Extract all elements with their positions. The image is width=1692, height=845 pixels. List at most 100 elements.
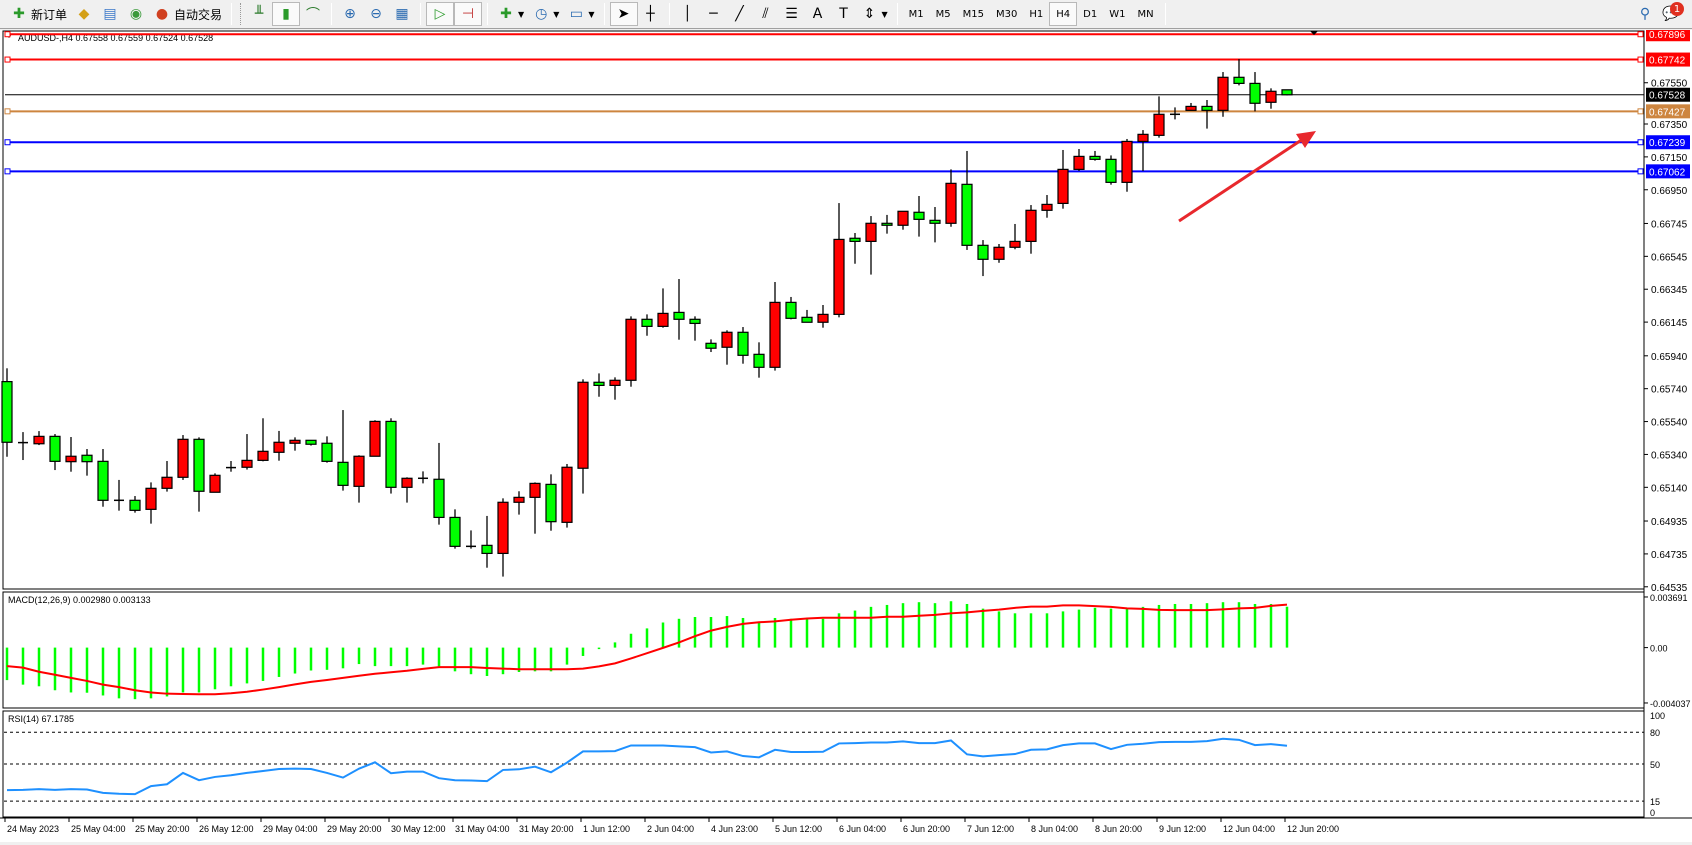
- vertical-line-icon: │: [683, 6, 692, 22]
- candle: [929, 207, 941, 243]
- time-axis-label: 31 May 20:00: [519, 824, 574, 834]
- notifications-button[interactable]: 💬 1: [1658, 2, 1684, 26]
- text-button[interactable]: A: [805, 2, 831, 26]
- zoom-out-button[interactable]: ⊖: [363, 2, 389, 26]
- candle-body: [177, 438, 189, 478]
- price-level-label: 0.67427: [1649, 107, 1686, 118]
- fibonacci-button[interactable]: ☰: [779, 2, 805, 26]
- text-label-icon: T: [839, 6, 848, 22]
- candle-body: [321, 442, 333, 462]
- indicators-button[interactable]: ✚ ▼: [493, 2, 528, 26]
- arrows-button[interactable]: ⇕ ▼: [857, 2, 892, 26]
- line-anchor-handle[interactable]: [1637, 56, 1644, 63]
- line-anchor-handle[interactable]: [1637, 139, 1644, 146]
- candle-body: [129, 499, 141, 511]
- candle-body: [449, 516, 461, 547]
- search-button[interactable]: ⚲: [1632, 2, 1658, 26]
- bar-chart-button[interactable]: ╨: [246, 2, 272, 26]
- horizontal-line-button[interactable]: ─: [701, 2, 727, 26]
- templates-button[interactable]: ▭ ▼: [563, 2, 598, 26]
- auto-scroll-button[interactable]: ▷: [426, 2, 455, 26]
- line-anchor-handle[interactable]: [4, 31, 11, 38]
- trendline-button[interactable]: ╱: [727, 2, 753, 26]
- timeframe-d1[interactable]: D1: [1083, 8, 1098, 20]
- text-label-button[interactable]: T: [831, 2, 857, 26]
- candle-body: [625, 318, 637, 381]
- candle-body: [49, 435, 61, 462]
- candle-body: [577, 381, 589, 469]
- template-icon: ▭: [569, 6, 583, 22]
- timeframe-m1[interactable]: M1: [908, 8, 924, 20]
- line-anchor-handle[interactable]: [1637, 31, 1644, 38]
- signals-button[interactable]: ◉: [123, 2, 149, 26]
- chart-shift-button[interactable]: ⊣: [454, 2, 483, 26]
- timeframe-m30[interactable]: M30: [996, 8, 1018, 20]
- divider: [896, 3, 898, 25]
- candle: [1105, 155, 1117, 185]
- time-axis-label: 12 Jun 04:00: [1223, 824, 1275, 834]
- candle: [993, 244, 1005, 263]
- candle-body: [1121, 140, 1133, 183]
- divider: [420, 3, 422, 25]
- macd-label: MACD(12,26,9) 0.002980 0.003133: [8, 595, 151, 605]
- candle: [1, 368, 13, 457]
- timeframe-w1[interactable]: W1: [1109, 8, 1126, 20]
- candle: [1057, 149, 1069, 209]
- chart-shift-marker-icon[interactable]: [1310, 31, 1318, 35]
- price-tick-label: 0.66950: [1651, 186, 1688, 197]
- candle: [337, 410, 349, 491]
- trend-arrow[interactable]: [1178, 135, 1307, 223]
- terminal-button[interactable]: ▤: [97, 2, 123, 26]
- timeframe-h1[interactable]: H1: [1029, 8, 1044, 20]
- periods-button[interactable]: ◷ ▼: [528, 2, 563, 26]
- line-anchor-handle[interactable]: [4, 56, 11, 63]
- candle-body: [929, 219, 941, 224]
- crosshair-button[interactable]: ┼: [638, 2, 664, 26]
- candle-body: [193, 438, 205, 492]
- chart-window[interactable]: AUDUSD-,H4 0.67558 0.67559 0.67524 0.675…: [0, 27, 1692, 842]
- auto-trading-button[interactable]: ● 自动交易: [149, 2, 226, 26]
- line-chart-button[interactable]: ⌒: [300, 2, 326, 26]
- timeframe-h4[interactable]: H4: [1049, 2, 1078, 26]
- vertical-line-button[interactable]: │: [675, 2, 701, 26]
- time-axis-label: 31 May 04:00: [455, 824, 510, 834]
- line-anchor-handle[interactable]: [4, 168, 11, 175]
- divider: [487, 3, 489, 25]
- timeframe-m5[interactable]: M5: [935, 8, 951, 20]
- zoom-in-icon: ⊕: [344, 6, 356, 22]
- candle: [418, 471, 428, 484]
- candle-body: [1249, 82, 1261, 104]
- cursor-button[interactable]: ➤: [609, 2, 638, 26]
- line-anchor-handle[interactable]: [4, 139, 11, 146]
- rsi-level-label: 80: [1650, 728, 1660, 738]
- candle: [961, 150, 973, 250]
- new-order-button[interactable]: ✚ 新订单: [6, 2, 71, 26]
- rsi-level-label: 50: [1650, 760, 1660, 770]
- candle: [305, 439, 317, 446]
- time-axis-label: 24 May 2023: [7, 824, 59, 834]
- candle: [1137, 130, 1149, 172]
- candle-body: [545, 483, 557, 523]
- market-watch-button[interactable]: ◆: [71, 2, 97, 26]
- candle-body: [961, 183, 973, 246]
- price-level-tag: [1646, 52, 1690, 67]
- toolbar-grip[interactable]: [240, 3, 243, 25]
- line-anchor-handle[interactable]: [1637, 108, 1644, 115]
- time-axis-label: 30 May 12:00: [391, 824, 446, 834]
- timeframe-m15[interactable]: M15: [962, 8, 985, 20]
- candle-body: [737, 331, 749, 356]
- chart-canvas[interactable]: AUDUSD-,H4 0.67558 0.67559 0.67524 0.675…: [0, 27, 1692, 842]
- candle: [913, 196, 925, 237]
- candle: [545, 474, 557, 531]
- candle: [865, 216, 877, 275]
- tile-windows-button[interactable]: ▦: [389, 2, 415, 26]
- time-axis-label: 2 Jun 04:00: [647, 824, 694, 834]
- candlestick-button[interactable]: ▮: [272, 2, 301, 26]
- timeframe-mn[interactable]: MN: [1137, 8, 1154, 20]
- line-anchor-handle[interactable]: [4, 108, 11, 115]
- equidistant-channel-button[interactable]: ⫽: [753, 2, 779, 26]
- zoom-in-button[interactable]: ⊕: [337, 2, 363, 26]
- candle: [977, 240, 989, 277]
- line-anchor-handle[interactable]: [1637, 168, 1644, 175]
- candle: [466, 530, 476, 549]
